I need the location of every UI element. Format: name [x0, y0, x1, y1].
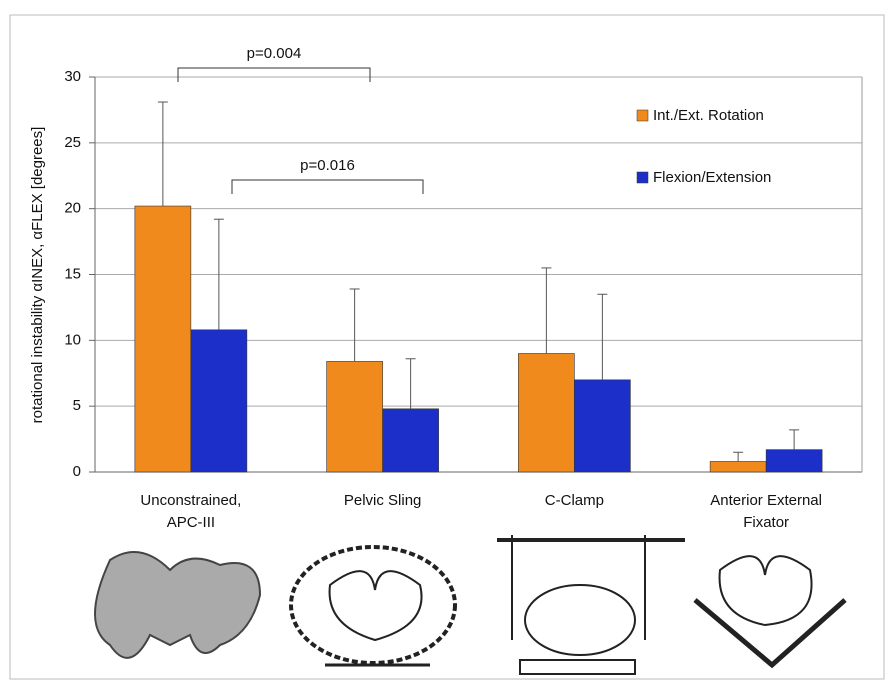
bar — [382, 408, 439, 473]
y-axis-label: rotational instability αINEX, αFLEX [deg… — [29, 127, 46, 424]
annotation: p=0.016 — [300, 157, 355, 174]
legend-label: Flexion/Extension — [653, 169, 771, 186]
bar — [190, 329, 248, 473]
error-bar — [157, 101, 168, 207]
bar — [326, 361, 383, 473]
annotation: p=0.004 — [247, 45, 302, 62]
x-tick-label: C-Clamp — [544, 492, 604, 509]
bar — [574, 379, 631, 473]
significance-bracket — [231, 179, 424, 194]
error-bar — [349, 288, 360, 362]
y-tick-label: 10 — [64, 331, 81, 348]
error-bar — [733, 451, 744, 462]
y-tick-label: 15 — [64, 265, 81, 282]
bar — [518, 353, 575, 473]
frame — [9, 14, 885, 680]
error-bar — [597, 293, 608, 380]
y-tick-label: 30 — [64, 68, 81, 85]
x-tick-label: Anterior External Fixator — [710, 492, 822, 531]
significance-bracket — [177, 67, 371, 82]
bar — [765, 449, 823, 473]
error-bar — [405, 358, 416, 409]
error-bar — [541, 267, 552, 354]
x-tick-label: Unconstrained, APC-III — [140, 492, 242, 531]
y-tick-label: 25 — [64, 134, 81, 151]
x-tick-label: Pelvic Sling — [343, 492, 422, 509]
y-tick-label: 20 — [64, 200, 81, 217]
error-bar — [789, 429, 800, 450]
legend-swatch — [636, 109, 649, 122]
bar — [709, 461, 767, 473]
y-tick-label: 5 — [73, 397, 81, 414]
error-bar — [213, 218, 224, 330]
illustrations — [94, 535, 847, 675]
legend-label: Int./Ext. Rotation — [653, 107, 764, 124]
bar — [134, 205, 192, 473]
legend-swatch — [636, 171, 649, 184]
y-tick-label: 0 — [73, 463, 81, 480]
